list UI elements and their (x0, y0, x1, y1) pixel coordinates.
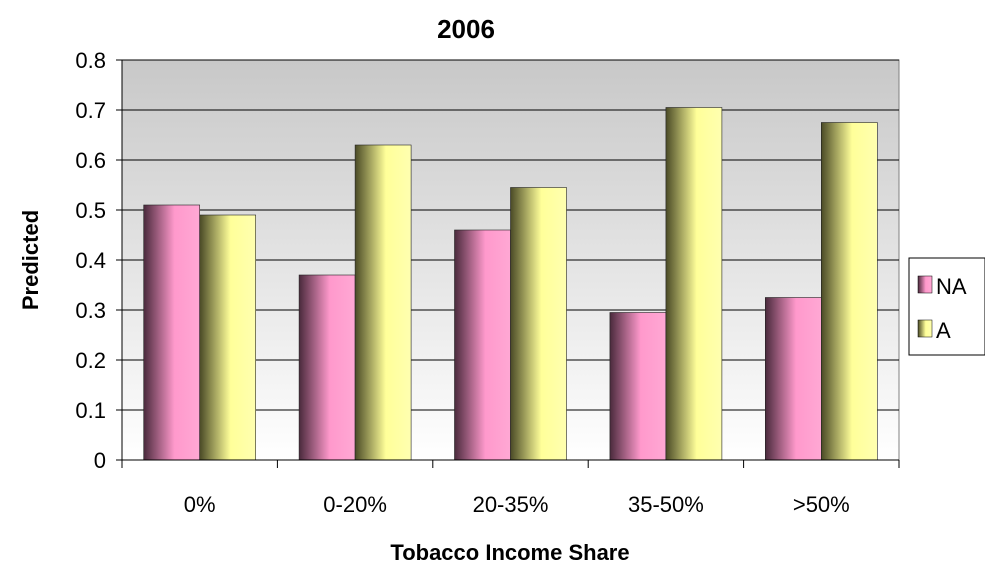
legend-label-na: NA (936, 274, 967, 299)
y-tick-label: 0.5 (75, 198, 106, 223)
legend-swatch-a (917, 319, 933, 338)
x-tick-labels: 0% 0-20% 20-35% 35-50% >50% (184, 492, 850, 517)
y-tick-label: 0.2 (75, 348, 106, 373)
legend: NA A (908, 257, 985, 356)
bar-a-4 (820, 122, 878, 461)
x-tick-label: 20-35% (473, 492, 549, 517)
bar-na-1 (298, 274, 356, 461)
bar-a-2 (510, 187, 567, 461)
bar-na-2 (454, 229, 511, 461)
bar-na-4 (764, 297, 822, 461)
chart-title: 2006 (437, 14, 495, 44)
x-tick-label: 35-50% (628, 492, 704, 517)
y-tick-label: 0.1 (75, 398, 106, 423)
y-tick-label: 0.4 (75, 248, 106, 273)
legend-swatch-na (917, 275, 933, 294)
y-tick-label: 0.6 (75, 148, 106, 173)
y-tick-labels: 0 0.1 0.2 0.3 0.4 0.5 0.6 0.7 0.8 (75, 48, 106, 473)
x-tick-label: >50% (793, 492, 850, 517)
bar-a-3 (665, 107, 723, 461)
x-axis-title: Tobacco Income Share (390, 540, 629, 565)
y-tick-label: 0.3 (75, 298, 106, 323)
bars (143, 107, 878, 461)
x-tick-label: 0-20% (323, 492, 387, 517)
x-tick-label: 0% (184, 492, 216, 517)
axes (116, 59, 900, 468)
y-tick-label: 0 (94, 448, 106, 473)
legend-box (908, 257, 985, 356)
legend-label-a: A (936, 318, 951, 343)
bar-na-0 (143, 204, 200, 461)
y-axis-title: Predicted (18, 210, 43, 310)
y-tick-label: 0.8 (75, 48, 106, 73)
y-tick-label: 0.7 (75, 98, 106, 123)
bar-a-1 (354, 144, 412, 461)
bar-a-0 (199, 214, 256, 461)
bar-na-3 (609, 312, 667, 461)
